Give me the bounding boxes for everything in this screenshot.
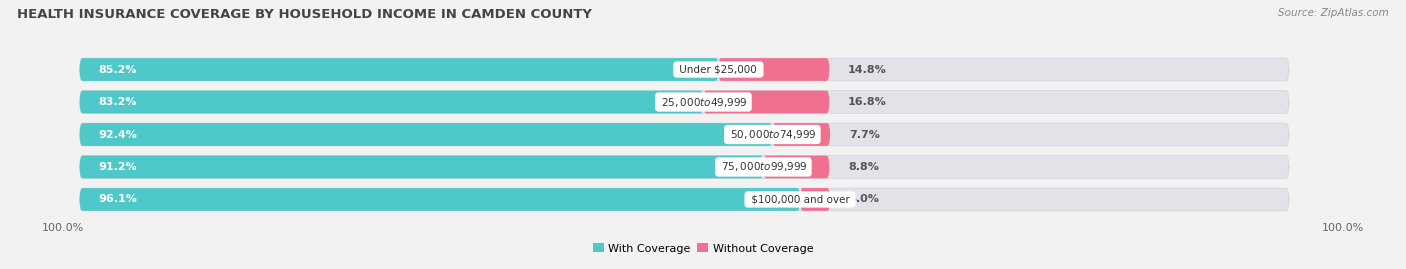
Text: 85.2%: 85.2% bbox=[98, 65, 136, 75]
FancyBboxPatch shape bbox=[80, 188, 800, 211]
FancyBboxPatch shape bbox=[80, 91, 703, 114]
Text: 16.8%: 16.8% bbox=[848, 97, 887, 107]
FancyBboxPatch shape bbox=[80, 91, 1289, 114]
Text: 83.2%: 83.2% bbox=[98, 97, 136, 107]
Text: 92.4%: 92.4% bbox=[98, 129, 138, 140]
Text: HEALTH INSURANCE COVERAGE BY HOUSEHOLD INCOME IN CAMDEN COUNTY: HEALTH INSURANCE COVERAGE BY HOUSEHOLD I… bbox=[17, 8, 592, 21]
FancyBboxPatch shape bbox=[80, 58, 1289, 81]
Text: 4.0%: 4.0% bbox=[849, 194, 880, 204]
FancyBboxPatch shape bbox=[80, 188, 1289, 211]
FancyBboxPatch shape bbox=[80, 58, 718, 81]
FancyBboxPatch shape bbox=[80, 123, 1289, 146]
FancyBboxPatch shape bbox=[80, 123, 772, 146]
Text: $75,000 to $99,999: $75,000 to $99,999 bbox=[718, 161, 808, 174]
Text: 100.0%: 100.0% bbox=[1322, 223, 1364, 233]
Text: 14.8%: 14.8% bbox=[848, 65, 887, 75]
FancyBboxPatch shape bbox=[80, 155, 763, 178]
Text: 8.8%: 8.8% bbox=[848, 162, 879, 172]
Text: $100,000 and over: $100,000 and over bbox=[748, 194, 852, 204]
FancyBboxPatch shape bbox=[80, 155, 1289, 178]
FancyBboxPatch shape bbox=[800, 188, 830, 211]
FancyBboxPatch shape bbox=[772, 123, 830, 146]
Text: $25,000 to $49,999: $25,000 to $49,999 bbox=[658, 95, 748, 108]
Text: 91.2%: 91.2% bbox=[98, 162, 138, 172]
FancyBboxPatch shape bbox=[763, 155, 830, 178]
Legend: With Coverage, Without Coverage: With Coverage, Without Coverage bbox=[588, 239, 818, 258]
Text: $50,000 to $74,999: $50,000 to $74,999 bbox=[727, 128, 817, 141]
Text: 7.7%: 7.7% bbox=[849, 129, 880, 140]
Text: Under $25,000: Under $25,000 bbox=[676, 65, 761, 75]
FancyBboxPatch shape bbox=[703, 91, 830, 114]
Text: Source: ZipAtlas.com: Source: ZipAtlas.com bbox=[1278, 8, 1389, 18]
Text: 100.0%: 100.0% bbox=[42, 223, 84, 233]
FancyBboxPatch shape bbox=[718, 58, 830, 81]
Text: 96.1%: 96.1% bbox=[98, 194, 138, 204]
